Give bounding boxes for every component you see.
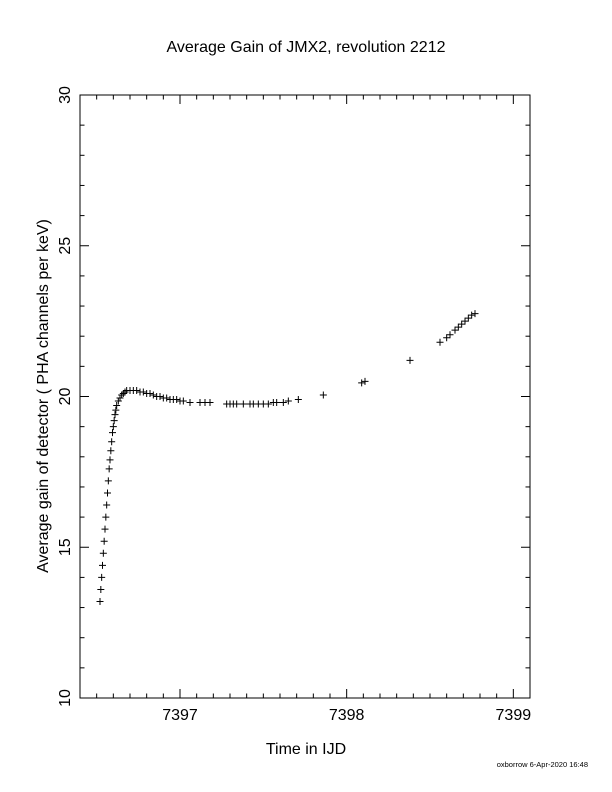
data-point <box>436 338 444 346</box>
data-point <box>163 394 171 402</box>
data-point <box>97 585 105 593</box>
data-point <box>239 400 247 408</box>
data-point <box>464 314 472 322</box>
data-point <box>108 438 116 446</box>
x-axis-label: Time in IJD <box>266 741 346 758</box>
data-point <box>119 389 127 397</box>
data-point <box>106 456 114 464</box>
data-point <box>451 326 459 334</box>
data-point <box>319 391 327 399</box>
data-point <box>233 400 241 408</box>
y-tick-label: 20 <box>57 388 74 406</box>
data-point <box>112 406 120 414</box>
y-tick-label: 10 <box>57 689 74 707</box>
data-point <box>264 400 272 408</box>
x-tick-label: 7397 <box>162 707 198 724</box>
data-points <box>96 310 479 606</box>
chart-title: Average Gain of JMX2, revolution 2212 <box>167 39 446 56</box>
data-point <box>186 399 194 407</box>
data-point <box>149 391 157 399</box>
data-point <box>468 311 476 319</box>
data-point <box>103 501 111 509</box>
data-point <box>133 386 141 394</box>
data-point <box>446 331 454 339</box>
data-point <box>406 356 414 364</box>
data-point <box>111 411 119 419</box>
data-point <box>109 429 116 437</box>
data-point <box>173 396 181 404</box>
y-axis-label: Average gain of detector ( PHA channels … <box>35 219 52 573</box>
data-point <box>98 573 106 581</box>
data-point <box>99 549 107 557</box>
x-tick-label: 7399 <box>496 707 532 724</box>
data-point <box>458 320 466 328</box>
footer-stamp: oxborrow 6-Apr-2020 16:48 <box>497 760 588 769</box>
data-point <box>101 525 109 533</box>
data-point <box>361 377 369 385</box>
data-point <box>284 397 292 405</box>
data-point <box>118 391 126 399</box>
data-point <box>139 388 147 396</box>
data-point <box>156 393 164 400</box>
y-tick-labels: 10 15 20 25 30 <box>57 86 74 707</box>
data-point <box>279 399 287 407</box>
data-point <box>294 396 302 404</box>
data-point <box>102 513 110 521</box>
data-point <box>105 465 113 473</box>
x-tick-label: 7398 <box>329 707 365 724</box>
data-point <box>100 537 108 545</box>
data-point <box>113 402 121 410</box>
data-point <box>121 388 129 396</box>
data-point <box>104 489 111 497</box>
data-point <box>471 310 479 318</box>
data-point <box>110 417 118 425</box>
data-point <box>114 397 122 405</box>
data-point <box>358 379 366 387</box>
axis-ticks <box>79 94 531 699</box>
data-point <box>146 389 154 397</box>
data-point <box>109 423 117 431</box>
data-point <box>273 399 281 407</box>
data-point <box>107 447 115 455</box>
data-point <box>96 598 104 606</box>
data-point <box>443 334 451 342</box>
y-tick-label: 25 <box>57 237 74 255</box>
data-point <box>104 477 112 485</box>
plot-area-frame <box>79 94 531 699</box>
data-point <box>179 397 187 405</box>
y-tick-label: 30 <box>57 86 74 104</box>
data-point <box>99 561 106 569</box>
data-point <box>116 394 124 402</box>
data-point <box>461 317 469 325</box>
data-point <box>206 399 214 407</box>
data-point <box>454 323 462 331</box>
x-tick-labels: 7397 7398 7399 <box>162 707 531 724</box>
y-tick-label: 15 <box>57 538 74 556</box>
